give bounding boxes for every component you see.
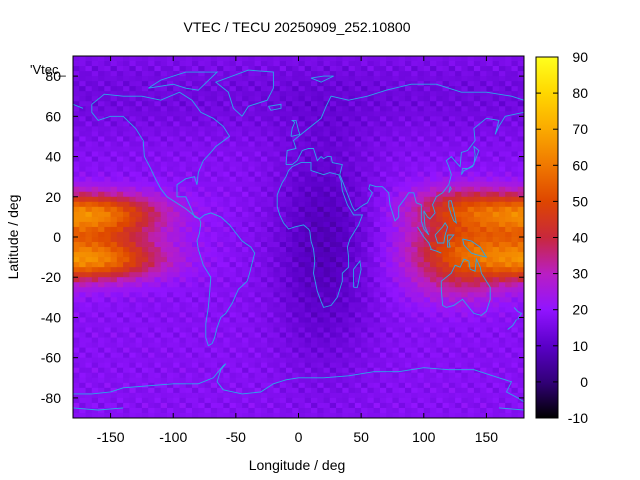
colorbar-tick-label: 70 — [572, 121, 588, 137]
colorbar-tick-label: 50 — [572, 193, 588, 209]
y-tick-label: -60 — [41, 350, 61, 366]
y-tick-label: 0 — [53, 229, 61, 245]
y-tick-label: 20 — [45, 189, 61, 205]
x-axis-ticks: -150 -100 -50 0 50 100 150 — [97, 56, 499, 445]
y-tick-label: -20 — [41, 269, 61, 285]
y-tick-label: -40 — [41, 309, 61, 325]
colorbar-tick-label: 30 — [572, 266, 588, 282]
colorbar-tick-label: 80 — [572, 85, 588, 101]
y-axis-ticks: -80 -60 -40 -20 0 20 40 60 80 — [41, 68, 524, 406]
x-tick-label: -100 — [159, 429, 187, 445]
chart-title: VTEC / TECU 20250909_252.10800 — [183, 19, 410, 35]
colorbar-ticks: -10 0 10 20 30 40 50 60 70 80 90 — [536, 49, 588, 426]
x-tick-label: 100 — [412, 429, 436, 445]
y-tick-label: 80 — [45, 68, 61, 84]
x-axis-label: Longitude / deg — [249, 457, 346, 473]
x-tick-label: 150 — [475, 429, 499, 445]
coastlines — [72, 69, 525, 411]
colorbar-tick-label: 60 — [572, 157, 588, 173]
x-tick-label: -150 — [97, 429, 125, 445]
colorbar-tick-label: 0 — [580, 374, 588, 390]
x-tick-label: 50 — [353, 429, 369, 445]
colorbar-tick-label: 10 — [572, 338, 588, 354]
y-tick-label: -80 — [41, 390, 61, 406]
colorbar-tick-label: 90 — [572, 49, 588, 65]
x-tick-label: -50 — [226, 429, 246, 445]
x-tick-label: 0 — [295, 429, 303, 445]
series-label: 'Vtec_ — [30, 62, 66, 77]
y-tick-label: 60 — [45, 108, 61, 124]
heatmap — [73, 56, 525, 419]
y-tick-label: 40 — [45, 149, 61, 165]
colorbar-tick-label: -10 — [568, 410, 588, 426]
colorbar-tick-label: 40 — [572, 230, 588, 246]
y-axis-label: Latitude / deg — [5, 195, 21, 280]
colorbar-tick-label: 20 — [572, 302, 588, 318]
